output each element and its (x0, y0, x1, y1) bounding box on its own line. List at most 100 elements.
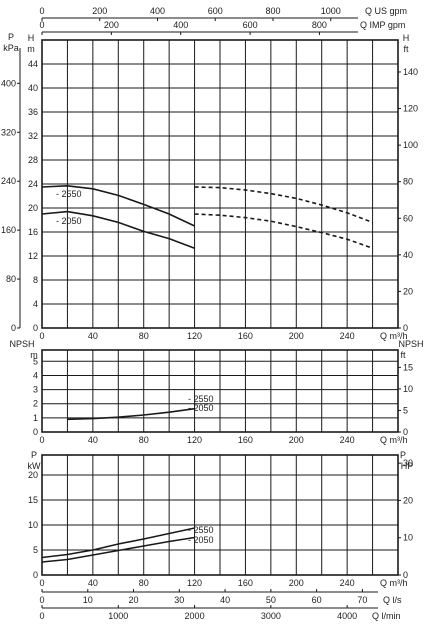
npsh-m-tick-label: 5 (33, 356, 38, 366)
top-usgpm-tick-label: 800 (266, 6, 281, 16)
power-x-tick-label: 80 (139, 578, 149, 588)
power-hp-unit: HP (401, 461, 414, 471)
top-usgpm-tick-label: 400 (150, 6, 165, 16)
npsh-m-tick-label: 1 (33, 413, 38, 423)
power-p-axis-label: P (31, 450, 37, 460)
head-x-tick-label: 80 (139, 331, 149, 341)
head-x-tick-label: 200 (289, 331, 304, 341)
head-h-m-tick-label: 24 (28, 179, 38, 189)
power-hp-tick-label: 0 (403, 570, 408, 580)
head-x-tick-label: 40 (88, 331, 98, 341)
top-impgpm-tick-label: 0 (39, 20, 44, 30)
head-h-m-tick-label: 8 (33, 275, 38, 285)
bottom-lmin-tick-label: 0 (39, 611, 44, 621)
top-impgpm-unit: Q IMP gpm (360, 20, 405, 30)
head-p-axis-label: P (8, 32, 14, 42)
head-frame (41, 39, 399, 329)
bottom-lmin-tick-label: 3000 (261, 611, 281, 621)
head-kpa-tick-label: 240 (1, 176, 16, 186)
top-impgpm-tick-label: 400 (173, 20, 188, 30)
power-x-tick-label: 0 (39, 578, 44, 588)
bottom-ls-tick-label: 10 (83, 595, 93, 605)
top-impgpm-tick-label: 200 (104, 20, 119, 30)
npsh-ft-tick-label: 15 (403, 362, 413, 372)
head-h-right-label: H (403, 33, 410, 43)
npsh-x-tick-label: 160 (238, 435, 253, 445)
head-ft-tick-label: 0 (403, 323, 408, 333)
head-kpa-unit: kPa (3, 43, 19, 53)
head-ft-tick-label: 120 (403, 104, 418, 114)
head-kpa-tick-label: 0 (11, 323, 16, 333)
npsh-curve (67, 407, 195, 421)
power-kw-tick-label: 0 (33, 570, 38, 580)
head-x-tick-label: 160 (238, 331, 253, 341)
bottom-lmin-tick-label: 2000 (185, 611, 205, 621)
head-h-axis-label: H (28, 33, 35, 43)
head-h-m-tick-label: 28 (28, 155, 38, 165)
power-curve-label-2550: - 2550 (188, 525, 214, 535)
power-right-label: P (400, 450, 406, 460)
npsh-x-tick-label: 240 (340, 435, 355, 445)
bottom-ls-tick-label: 60 (312, 595, 322, 605)
power-curve-2050 (41, 536, 195, 563)
npsh-m-tick-label: 3 (33, 385, 38, 395)
npsh-m-unit: m (30, 350, 38, 360)
npsh-ft-tick-label: 10 (403, 384, 413, 394)
bottom-ls-tick-label: 40 (220, 595, 230, 605)
npsh-frame (41, 349, 399, 433)
npsh-right-label: NPSH (398, 339, 423, 349)
power-frame (41, 454, 399, 576)
npsh-m-tick-label: 2 (33, 399, 38, 409)
power-x-tick-label: 160 (238, 578, 253, 588)
bottom-ls-tick-label: 70 (357, 595, 367, 605)
top-usgpm-tick-label: 200 (92, 6, 107, 16)
bottom-ls-unit: Q l/s (383, 595, 402, 605)
power-x-tick-label: 200 (289, 578, 304, 588)
head-h-m-tick-label: 12 (28, 251, 38, 261)
head-curve-2550 (41, 184, 195, 227)
power-hp-tick-label: 20 (403, 495, 413, 505)
power-kw-unit: kW (28, 461, 42, 471)
head-curve-label-2050: - 2050 (56, 216, 82, 226)
head-h-m-tick-label: 16 (28, 227, 38, 237)
power-kw-tick-label: 10 (28, 520, 38, 530)
head-h-m-tick-label: 4 (33, 299, 38, 309)
power-hp-tick-label: 30 (403, 458, 413, 468)
npsh-x-tick-label: 120 (187, 435, 202, 445)
head-kpa-tick-label: 160 (1, 225, 16, 235)
head-ft-tick-label: 100 (403, 140, 418, 150)
bottom-lmin-tick-label: 1000 (108, 611, 128, 621)
top-impgpm-tick-label: 600 (243, 20, 258, 30)
npsh-x-tick-label: 40 (88, 435, 98, 445)
head-ft-tick-label: 20 (403, 286, 413, 296)
npsh-curve-label-2550: - 2550 (188, 394, 214, 404)
power-x-tick-label: 120 (187, 578, 202, 588)
head-kpa-tick-label: 80 (6, 274, 16, 284)
power-hp-tick-label: 10 (403, 533, 413, 543)
top-impgpm-tick-label: 800 (312, 20, 327, 30)
bottom-ls-tick-label: 30 (174, 595, 184, 605)
npsh-ft-tick-label: 0 (403, 427, 408, 437)
head-h-m-tick-label: 32 (28, 131, 38, 141)
head-h-m-tick-label: 44 (28, 59, 38, 69)
head-h-m-tick-label: 0 (33, 323, 38, 333)
head-h-m-tick-label: 40 (28, 83, 38, 93)
bottom-ls-tick-label: 0 (39, 595, 44, 605)
power-x-tick-label: 40 (88, 578, 98, 588)
npsh-ft-tick-label: 5 (403, 405, 408, 415)
power-x-tick-label: 240 (340, 578, 355, 588)
top-usgpm-tick-label: 600 (208, 6, 223, 16)
npsh-axis-label: NPSH (9, 339, 34, 349)
power-kw-tick-label: 20 (28, 470, 38, 480)
head-ft-tick-label: 60 (403, 213, 413, 223)
top-usgpm-tick-label: 1000 (321, 6, 341, 16)
head-curve-label-2550: - 2550 (56, 189, 82, 199)
npsh-x-tick-label: 80 (139, 435, 149, 445)
head-kpa-tick-label: 400 (1, 78, 16, 88)
bottom-lmin-unit: Q l/min (372, 611, 401, 621)
power-x-unit: Q m³/h (380, 578, 408, 588)
npsh-x-tick-label: 0 (39, 435, 44, 445)
power-kw-tick-label: 15 (28, 495, 38, 505)
power-curve-label-2050: - 2050 (188, 535, 214, 545)
